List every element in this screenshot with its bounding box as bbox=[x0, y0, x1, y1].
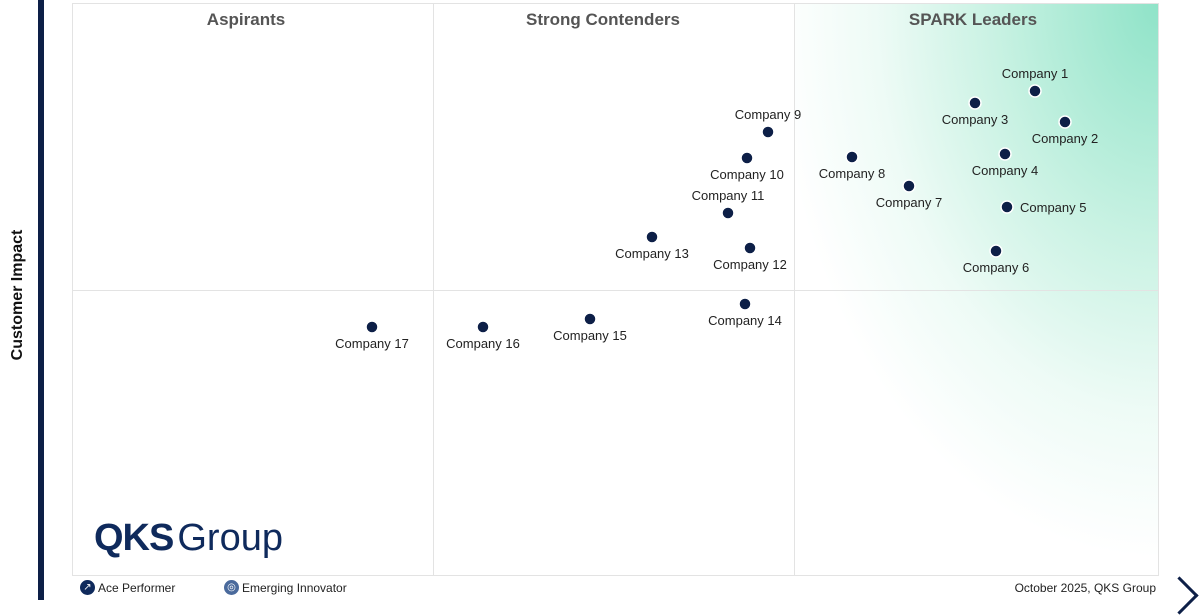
quadrant-title-aspirants: Aspirants bbox=[206, 10, 286, 29]
point-label: Company 2 bbox=[1032, 131, 1098, 146]
legend-label-ace: Ace Performer bbox=[98, 580, 176, 595]
point-label: Company 9 bbox=[735, 107, 801, 122]
data-point: Company 3 bbox=[942, 96, 1008, 127]
point-marker bbox=[968, 96, 982, 110]
data-point: Company 17 bbox=[335, 320, 409, 351]
data-point: Company 9 bbox=[735, 107, 801, 139]
point-marker bbox=[476, 320, 490, 334]
data-point: Company 2 bbox=[1032, 115, 1098, 146]
point-label: Company 15 bbox=[553, 328, 627, 343]
left-accent-bar bbox=[38, 0, 44, 600]
trend-up-icon: ↗ bbox=[80, 580, 95, 595]
point-marker bbox=[998, 147, 1012, 161]
logo-light: Group bbox=[177, 517, 283, 559]
point-marker bbox=[1000, 200, 1014, 214]
data-point: Company 13 bbox=[615, 230, 689, 261]
point-label: Company 17 bbox=[335, 336, 409, 351]
point-label: Company 14 bbox=[708, 313, 782, 328]
point-marker bbox=[902, 179, 916, 193]
data-point: Company 7 bbox=[876, 179, 942, 210]
point-label: Company 13 bbox=[615, 246, 689, 261]
legend-label-emerging: Emerging Innovator bbox=[242, 580, 347, 595]
globe-icon: ◎ bbox=[224, 580, 239, 595]
data-point: Company 16 bbox=[446, 320, 520, 351]
data-point: Company 4 bbox=[972, 147, 1038, 178]
logo-bold: QKS bbox=[94, 517, 174, 559]
point-label: Company 7 bbox=[876, 195, 942, 210]
source-footer: October 2025, QKS Group bbox=[1014, 581, 1156, 595]
point-marker bbox=[365, 320, 379, 334]
point-label: Company 12 bbox=[713, 257, 787, 272]
point-label: Company 16 bbox=[446, 336, 520, 351]
data-point: Company 14 bbox=[708, 297, 782, 328]
scatter-points: Company 1 Company 2 Company 3 Company 4 Comp… bbox=[335, 66, 1098, 351]
point-marker bbox=[583, 312, 597, 326]
point-marker bbox=[845, 150, 859, 164]
point-marker bbox=[738, 297, 752, 311]
point-marker bbox=[761, 125, 775, 139]
plot-frame bbox=[72, 3, 1159, 576]
point-label: Company 8 bbox=[819, 166, 885, 181]
quadrant-title-spark-leaders: SPARK Leaders bbox=[908, 10, 1038, 29]
quadrant-divider-2 bbox=[794, 3, 795, 576]
point-label: Company 5 bbox=[1020, 200, 1086, 215]
data-point: Company 11 bbox=[692, 188, 765, 220]
quadrant-title-strong-contenders: Strong Contenders bbox=[526, 10, 680, 29]
point-label: Company 1 bbox=[1002, 66, 1068, 81]
point-label: Company 11 bbox=[692, 188, 765, 203]
data-point: Company 5 bbox=[1000, 200, 1086, 215]
quadrant-divider-horizontal bbox=[72, 290, 1159, 291]
data-point: Company 8 bbox=[819, 150, 885, 181]
point-label: Company 3 bbox=[942, 112, 1008, 127]
legend-emerging-innovator: ◎ Emerging Innovator bbox=[224, 580, 347, 595]
quadrant-divider-1 bbox=[433, 3, 434, 576]
point-marker bbox=[743, 241, 757, 255]
point-marker bbox=[645, 230, 659, 244]
chart-root: Customer Impact Aspirants Strong Contend… bbox=[9, 0, 1199, 615]
data-point: Company 15 bbox=[553, 312, 627, 343]
data-point: Company 6 bbox=[963, 244, 1029, 275]
data-point: Company 1 bbox=[1002, 66, 1068, 98]
data-point: Company 10 bbox=[710, 151, 784, 182]
point-marker bbox=[989, 244, 1003, 258]
point-label: Company 4 bbox=[972, 163, 1038, 178]
point-label: Company 10 bbox=[710, 167, 784, 182]
point-marker bbox=[740, 151, 754, 165]
point-label: Company 6 bbox=[963, 260, 1029, 275]
point-marker bbox=[1058, 115, 1072, 129]
point-marker bbox=[1028, 84, 1042, 98]
point-marker bbox=[721, 206, 735, 220]
data-point: Company 12 bbox=[713, 241, 787, 272]
qks-group-logo: QKS Group bbox=[94, 517, 283, 560]
legend-ace-performer: ↗ Ace Performer bbox=[80, 580, 175, 595]
